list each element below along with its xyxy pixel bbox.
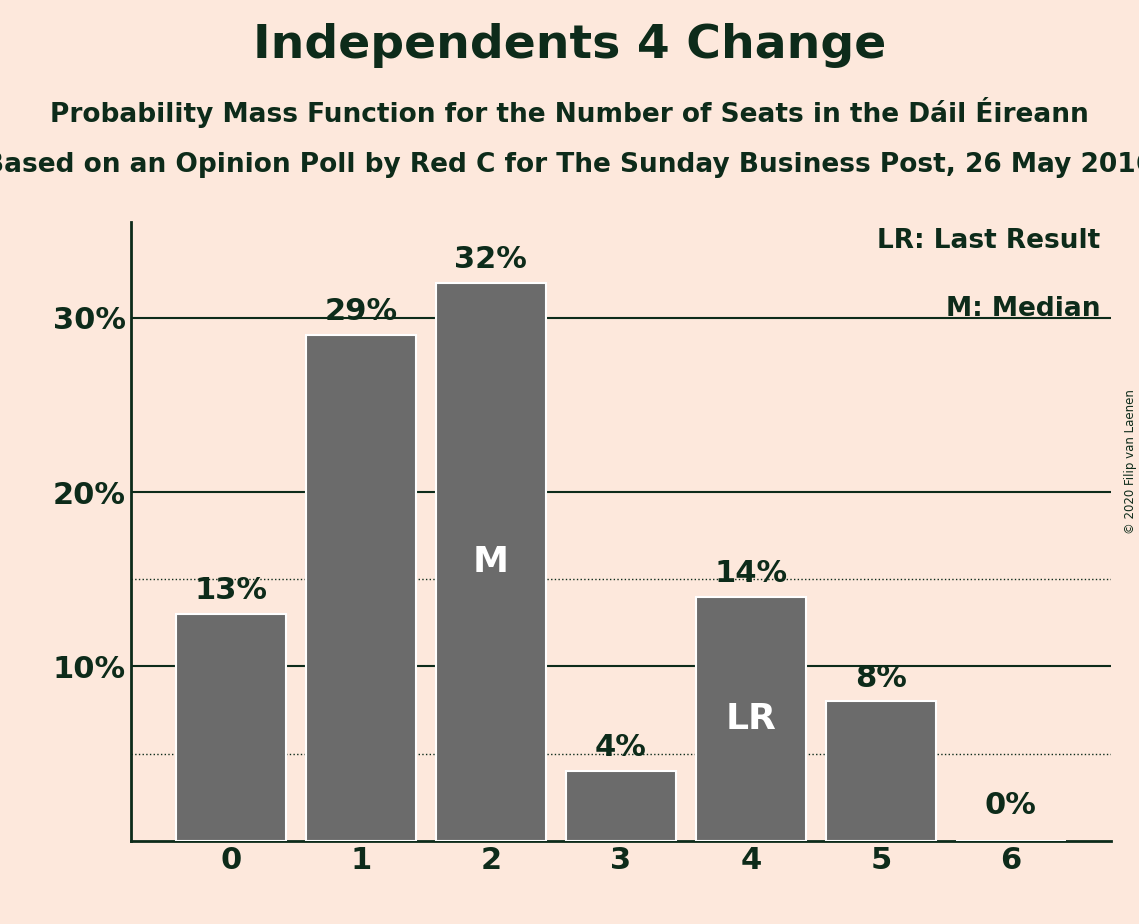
Bar: [175, 614, 286, 841]
Text: Based on an Opinion Poll by Red C for The Sunday Business Post, 26 May 2016: Based on an Opinion Poll by Red C for Th…: [0, 152, 1139, 178]
Text: Independents 4 Change: Independents 4 Change: [253, 23, 886, 68]
Bar: [826, 701, 936, 841]
Text: LR: Last Result: LR: Last Result: [877, 228, 1100, 254]
Bar: [565, 772, 677, 841]
Text: M: Median: M: Median: [947, 296, 1100, 322]
Text: 8%: 8%: [854, 663, 907, 693]
Text: 13%: 13%: [195, 577, 268, 605]
Text: © 2020 Filip van Laenen: © 2020 Filip van Laenen: [1124, 390, 1137, 534]
Bar: [305, 335, 416, 841]
Text: M: M: [473, 545, 509, 578]
Text: 14%: 14%: [714, 559, 787, 588]
Text: Probability Mass Function for the Number of Seats in the Dáil Éireann: Probability Mass Function for the Number…: [50, 97, 1089, 128]
Text: 4%: 4%: [595, 734, 647, 762]
Text: 0%: 0%: [985, 791, 1036, 820]
Text: 32%: 32%: [454, 245, 527, 274]
Text: 29%: 29%: [325, 298, 398, 326]
Bar: [435, 283, 546, 841]
Text: LR: LR: [726, 701, 776, 736]
Bar: [696, 597, 806, 841]
